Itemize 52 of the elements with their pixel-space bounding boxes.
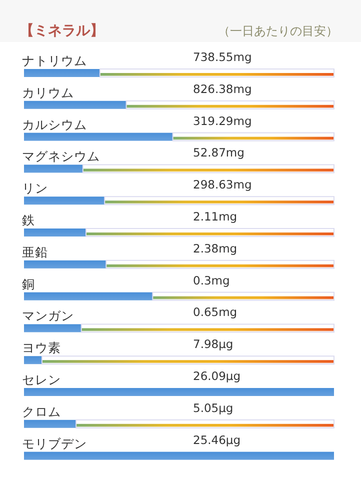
y-tick-label: カリウム [22,84,74,100]
annotation: 26.09μg [193,369,241,383]
annotation: 738.55mg [193,50,252,64]
bar [152,292,334,301]
bar [24,260,106,268]
bar [172,132,334,142]
y-tick-label: リン [22,180,48,196]
y-tick-label: カルシウム [22,116,87,132]
bar [41,356,334,365]
bar [104,196,334,206]
annotation: 2.38mg [193,241,238,256]
bar [24,420,76,428]
annotation: 2.11mg [193,210,238,224]
y-tick-label: 亜鉛 [22,244,48,260]
bar [126,100,334,110]
annotation: 52.87mg [193,146,244,160]
bar [76,419,334,428]
bar [24,100,126,109]
bar [24,196,105,205]
chart-subtitle: （一日あたりの目安） [218,24,338,38]
annotation: 25.46μg [193,432,241,447]
y-tick-label: マンガン [22,308,74,324]
bar [80,324,334,333]
annotation: 5.05μg [193,400,234,415]
y-tick-label: 銅 [22,276,35,292]
bar [24,388,334,396]
annotation: 826.38mg [193,82,252,96]
bar [24,324,82,332]
bar [106,260,334,269]
bar [24,132,173,141]
annotation: 7.98μg [193,337,234,352]
y-tick-label: モリブデン [22,436,87,451]
y-tick-label: 鉄 [22,212,35,228]
annotation: 0.3mg [193,273,230,288]
annotation: 0.65mg [193,305,238,320]
y-tick-label: マグネシウム [22,148,100,164]
bar [24,164,83,173]
y-tick-label: ナトリウム [22,53,87,68]
annotation: 298.63mg [193,178,252,192]
y-tick-label: セレン [22,372,61,387]
bar [24,228,86,236]
bar [24,69,100,77]
y-tick-label: ヨウ素 [22,340,61,356]
bar [24,356,42,364]
bar [24,452,334,460]
annotation: 319.29mg [193,114,252,128]
y-tick-label: クロム [22,404,61,419]
bar [24,292,153,300]
chart-title: 【ミネラル】 [20,23,104,39]
bar [99,68,334,78]
bar [82,164,334,174]
bar [86,228,334,237]
